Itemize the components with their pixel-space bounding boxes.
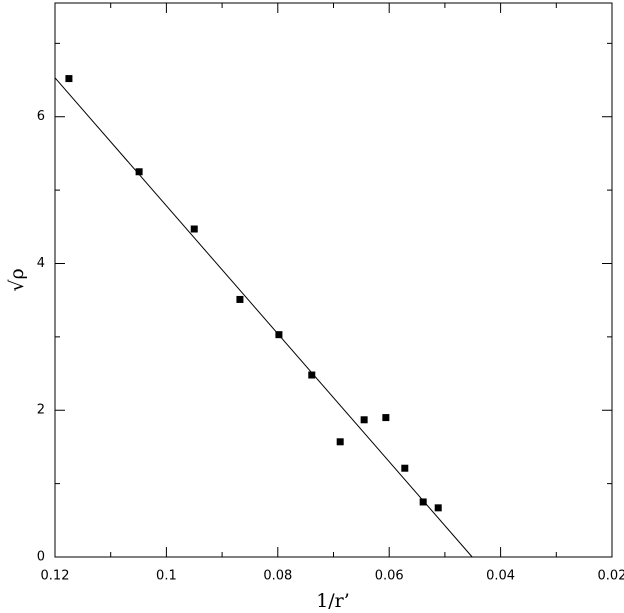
data-point [434, 504, 442, 512]
data-point [382, 414, 390, 422]
y-tick-label: 2 [37, 403, 45, 418]
x-tick-label: 0.04 [486, 569, 515, 584]
fit-line [54, 77, 473, 558]
data-point [236, 295, 244, 303]
x-tick-label: 0.12 [41, 569, 70, 584]
data-point [135, 168, 143, 176]
data-point [336, 438, 344, 446]
data-point [401, 464, 409, 472]
x-tick-label: 0.06 [375, 569, 404, 584]
data-point [308, 371, 316, 379]
x-tick-label: 0.1 [156, 569, 177, 584]
y-tick-label: 0 [37, 550, 45, 565]
plot-frame [54, 2, 613, 558]
y-tick-label: 4 [37, 256, 45, 271]
data-point [360, 416, 368, 424]
y-tick-label: 6 [37, 109, 45, 124]
x-tick-label: 0.08 [263, 569, 292, 584]
data-point [65, 75, 73, 83]
data-point [419, 498, 427, 506]
y-axis-title: √ρ [6, 268, 28, 291]
data-point [190, 225, 198, 233]
x-tick-label: 0.02 [598, 569, 624, 584]
x-axis-title: 1/r’ [316, 590, 350, 612]
